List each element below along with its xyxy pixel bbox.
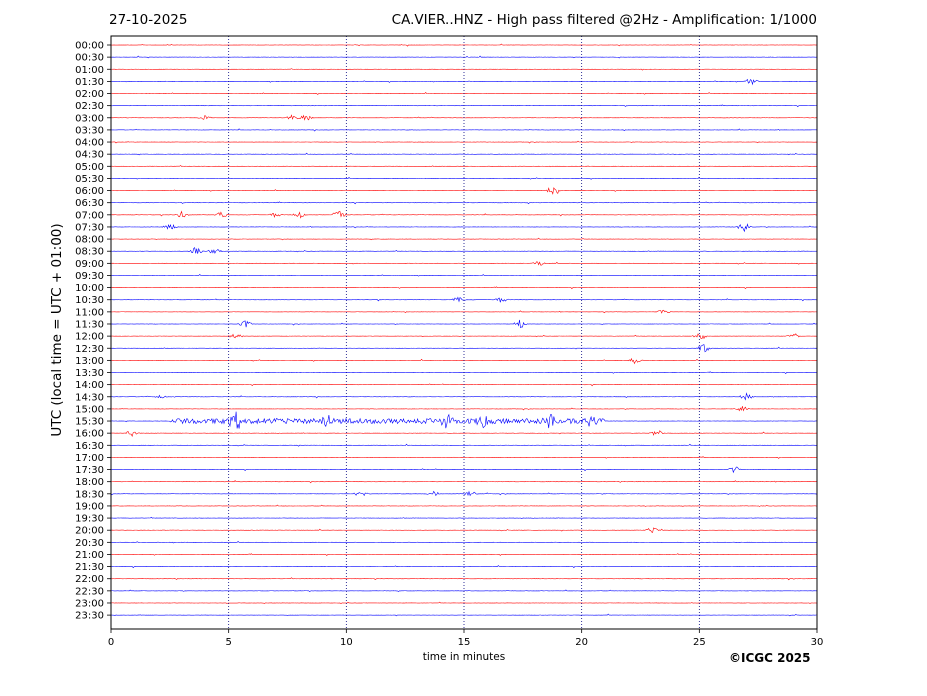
trace-2030 [110,540,818,544]
trace-1730 [110,466,818,474]
y-tick-label: 17:00 [75,453,104,464]
x-tick-label: 15 [458,637,471,648]
y-tick-label: 12:30 [75,344,104,355]
trace-1300 [110,357,818,365]
trace-0800 [110,237,818,241]
y-tick-label: 09:30 [75,271,104,282]
chart-title: CA.VIER..HNZ - High pass filtered @2Hz -… [391,12,817,28]
trace-1830 [110,490,818,497]
y-tick-label: 00:30 [75,53,104,64]
trace-0430 [110,152,818,156]
y-tick-label: 23:00 [75,598,104,609]
trace-0830 [110,247,818,254]
trace-1000 [110,286,818,290]
y-tick-label: 11:30 [75,319,104,330]
x-tick-label: 30 [811,637,824,648]
y-tick-label: 03:30 [75,125,104,136]
y-tick-label: 21:30 [75,562,104,573]
trace-0900 [110,261,818,266]
y-tick-label: 11:00 [75,307,104,318]
y-tick-label: 20:00 [75,526,104,537]
y-tick-label: 23:30 [75,611,104,622]
trace-0730 [110,223,818,233]
trace-2230 [110,589,818,592]
trace-1030 [110,296,818,303]
x-tick-label: 0 [108,637,114,648]
y-tick-label: 14:30 [75,392,104,403]
x-tick-label: 25 [693,637,706,648]
y-tick-label: 01:00 [75,65,104,76]
y-tick-label: 02:00 [75,89,104,100]
trace-1800 [110,480,818,484]
y-tick-label: 09:00 [75,259,104,270]
y-tick-label: 05:30 [75,174,104,185]
trace-1930 [110,516,818,520]
y-tick-label: 20:30 [75,538,104,549]
y-tick-label: 07:30 [75,222,104,233]
y-tick-label: 13:00 [75,356,104,367]
y-tick-label: 08:00 [75,235,104,246]
trace-1630 [111,443,818,447]
trace-0700 [110,210,817,219]
y-tick-label: 04:00 [75,138,104,149]
y-tick-label: 07:00 [75,210,104,221]
trace-2100 [110,553,818,556]
x-tick-label: 10 [340,637,353,648]
trace-0630 [110,201,818,205]
y-tick-label: 03:00 [75,113,104,124]
y-tick-label: 15:30 [75,417,104,428]
y-tick-label: 17:30 [75,465,104,476]
y-tick-label: 06:00 [75,186,104,197]
y-tick-label: 16:00 [75,429,104,440]
y-tick-label: 16:30 [75,441,104,452]
y-tick-label: 00:00 [75,41,104,52]
y-tick-label: 13:30 [75,368,104,379]
y-tick-label: 06:30 [75,198,104,209]
y-tick-label: 19:30 [75,514,104,525]
y-tick-label: 12:00 [75,332,104,343]
trace-0600 [110,187,818,195]
x-tick-label: 20 [575,637,588,648]
y-tick-label: 10:00 [75,283,104,294]
trace-0930 [110,273,818,277]
y-tick-label: 22:30 [75,586,104,597]
y-tick-label: 21:00 [75,550,104,561]
y-tick-label: 10:30 [75,295,104,306]
trace-2000 [110,527,818,533]
chart-date: 27-10-2025 [109,12,188,28]
trace-1900 [110,504,818,507]
y-tick-label: 19:00 [75,501,104,512]
trace-0500 [110,165,818,168]
y-tick-label: 02:30 [75,101,104,112]
x-tick-label: 5 [225,637,231,648]
y-tick-label: 08:30 [75,247,104,258]
y-tick-label: 14:00 [75,380,104,391]
trace-2130 [110,565,818,569]
y-tick-label: 04:30 [75,150,104,161]
trace-1600 [110,430,818,438]
y-tick-label: 22:00 [75,574,104,585]
trace-2200 [110,577,818,581]
y-tick-label: 18:00 [75,477,104,488]
x-axis-label: time in minutes [422,651,506,663]
trace-1100 [110,309,818,314]
copyright-label: ©ICGC 2025 [729,651,811,665]
y-tick-label: 18:30 [75,489,104,500]
y-tick-label: 05:00 [75,162,104,173]
trace-1700 [110,456,818,459]
y-tick-label: 01:30 [75,77,104,88]
y-tick-label: 15:00 [75,404,104,415]
